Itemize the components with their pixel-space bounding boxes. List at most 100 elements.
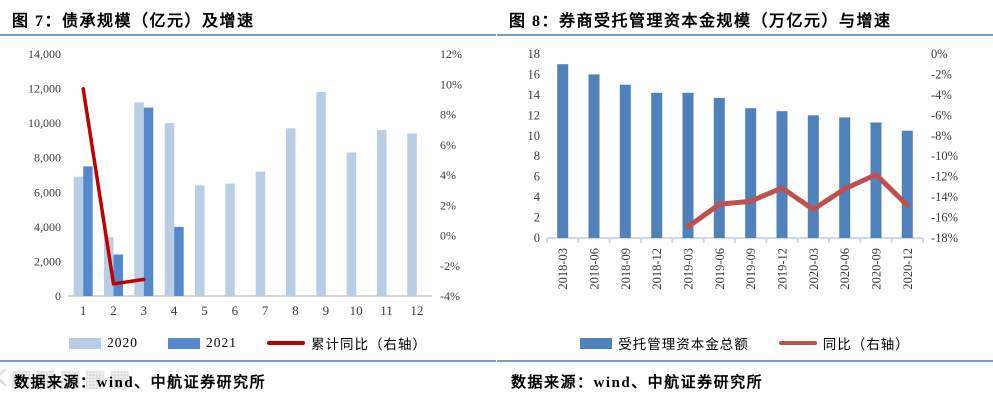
figure-7-title: 图 7：债承规模（亿元）及增速: [12, 13, 255, 30]
figure-8-title: 图 8：券商受托管理资本金规模（万亿元）与增速: [509, 13, 892, 30]
bar-2021-2: [113, 254, 123, 296]
figure-8-legend: 受托管理资本金总额 同比（右轴）: [497, 330, 993, 356]
y-axis-right-tick-label: -2%: [440, 259, 460, 273]
legend-bar-swatch: [168, 337, 200, 349]
legend-item: 2020: [69, 335, 138, 351]
source-divider-rule: [497, 360, 993, 362]
figure-7-chart-svg: 14,000 12,000 10,000 8,000 6,000 4,000 2,000 0 1…: [28, 47, 462, 318]
bar-受托管理资本金总额-2018-09: [619, 84, 631, 238]
bar-2020-6: [225, 183, 235, 296]
bar-受托管理资本金总额-2018-03: [557, 64, 569, 238]
title-divider-rule: [497, 34, 993, 36]
bar-受托管理资本金总额-2020-03: [807, 115, 819, 238]
x-axis-category-label: 12: [410, 303, 423, 318]
x-axis-category-label: 11: [380, 303, 393, 318]
y-axis-right-tick-label: 8%: [440, 108, 456, 122]
bar-2020-10: [346, 152, 357, 296]
y-axis-right-tick-label: -6%: [931, 108, 952, 122]
bar-2021-4: [174, 226, 184, 296]
x-axis-category-label: 2020-03: [807, 248, 821, 290]
x-axis-category-label: 2019-06: [713, 248, 727, 290]
y-axis-right-tick-label: -2%: [931, 67, 952, 81]
x-axis-category-label: 2: [110, 303, 117, 318]
x-axis-category-label: 9: [323, 303, 330, 318]
y-axis-left-tick-label: 2,000: [34, 254, 61, 268]
y-axis-right-tick-label: 6%: [440, 138, 456, 152]
bar-受托管理资本金总额-2019-06: [713, 98, 725, 238]
y-axis-left-tick-label: 8: [534, 149, 540, 163]
bar-受托管理资本金总额-2020-12: [901, 130, 913, 238]
title-divider-rule: [0, 34, 496, 36]
bar-2020-7: [255, 171, 266, 296]
y-axis-left-tick-label: 4,000: [34, 220, 61, 234]
y-axis-left-tick-label: 18: [528, 47, 541, 61]
bar-受托管理资本金总额-2018-12: [651, 92, 663, 238]
y-axis-left-tick-label: 8,000: [34, 151, 61, 165]
x-axis-category-label: 6: [232, 303, 239, 318]
y-axis-left-tick-label: 6,000: [34, 185, 61, 199]
bar-受托管理资本金总额-2019-03: [682, 92, 694, 238]
bar-2020-9: [316, 92, 326, 296]
y-axis-left-tick-label: 0: [534, 231, 540, 245]
bar-受托管理资本金总额-2019-12: [776, 111, 788, 238]
bar-2020-4: [164, 123, 175, 296]
figure-7-chart-area: 14,000 12,000 10,000 8,000 6,000 4,000 2,000 0 1…: [0, 36, 496, 330]
y-axis-left-tick-label: 10: [528, 129, 541, 143]
y-axis-right-tick-label: -18%: [931, 231, 958, 245]
legend-label: 累计同比（右轴）: [311, 337, 427, 352]
y-axis-left-tick-label: 10,000: [28, 116, 61, 130]
x-axis-category-label: 8: [292, 303, 299, 318]
figure-8-chart-svg: 18 16 14 12 10 8 6 4 2 0 0% -2% -4% -6% -8% -10% -12% -14…: [528, 47, 959, 290]
bar-2020-1: [73, 176, 84, 296]
y-axis-right-tick-label: -4%: [931, 88, 952, 102]
y-axis-right-tick-label: 2%: [440, 198, 456, 212]
figure-7-source-text: 数据来源：wind、中航证券研究所: [14, 375, 267, 391]
legend-item: 累计同比（右轴）: [267, 333, 427, 353]
x-axis-category-label: 2019-12: [776, 248, 790, 290]
y-axis-left-tick-label: 12,000: [28, 82, 61, 96]
y-axis-right-tick-label: 12%: [440, 47, 462, 61]
bar-受托管理资本金总额-2018-06: [588, 74, 600, 239]
bar-2020-5: [195, 185, 205, 296]
legend-line-swatch: [267, 341, 305, 345]
legend-item: 同比（右轴）: [778, 333, 910, 353]
x-axis-category-label: 3: [141, 303, 148, 318]
y-axis-right-tick-label: -12%: [931, 170, 958, 184]
watermark: K▦▦▦▦▦: [0, 366, 134, 392]
bar-2020-12: [407, 133, 417, 296]
x-axis-category-label: 2018-03: [556, 248, 570, 290]
x-axis-category-label: 10: [350, 303, 363, 318]
y-axis-right-tick-label: -10%: [931, 149, 958, 163]
y-axis-left-tick-label: 0: [55, 289, 61, 303]
y-axis-left-tick-label: 6: [534, 170, 540, 184]
figure-8-panel: 图 8：券商受托管理资本金规模（万亿元）与增速 18 16 14 12 10 8 6 4 2 0 0…: [497, 0, 993, 403]
y-axis-left-tick-label: 14: [528, 88, 541, 102]
y-axis-right-tick-label: 10%: [440, 77, 462, 91]
figure-7-legend: 2020 2021 累计同比（右轴）: [0, 330, 496, 356]
y-axis-right-tick-label: -16%: [931, 211, 958, 225]
x-axis-category-label: 5: [201, 303, 208, 318]
y-axis-left-tick-label: 2: [534, 211, 540, 225]
y-axis-right-tick-label: -8%: [931, 129, 952, 143]
x-axis-category-label: 2018-06: [588, 248, 602, 290]
y-axis-left-tick-label: 16: [528, 67, 541, 81]
bar-2021-3: [143, 107, 154, 296]
bar-受托管理资本金总额-2020-09: [870, 122, 882, 238]
x-axis-category-label: 2019-03: [682, 248, 696, 290]
x-axis-category-label: 2018-09: [619, 248, 633, 290]
y-axis-right-tick-label: 0%: [440, 229, 456, 243]
y-axis-left-tick-label: 4: [534, 190, 541, 204]
bar-2020-8: [286, 128, 296, 296]
line-series: [81, 87, 146, 286]
figure-8-source-text: 数据来源：wind、中航证券研究所: [511, 375, 764, 391]
bar-2021-1: [83, 166, 93, 296]
legend-label: 2021: [206, 335, 237, 350]
legend-label: 受托管理资本金总额: [618, 337, 749, 352]
legend-item: 2021: [168, 335, 237, 351]
y-axis-right-tick-label: 4%: [440, 168, 456, 182]
x-axis-category-label: 2020-12: [901, 248, 915, 290]
bar-受托管理资本金总额-2020-06: [839, 117, 851, 238]
x-axis-category-label: 1: [80, 303, 87, 318]
y-axis-left-tick-label: 12: [528, 108, 541, 122]
x-axis-category-label: 2019-09: [744, 248, 758, 290]
